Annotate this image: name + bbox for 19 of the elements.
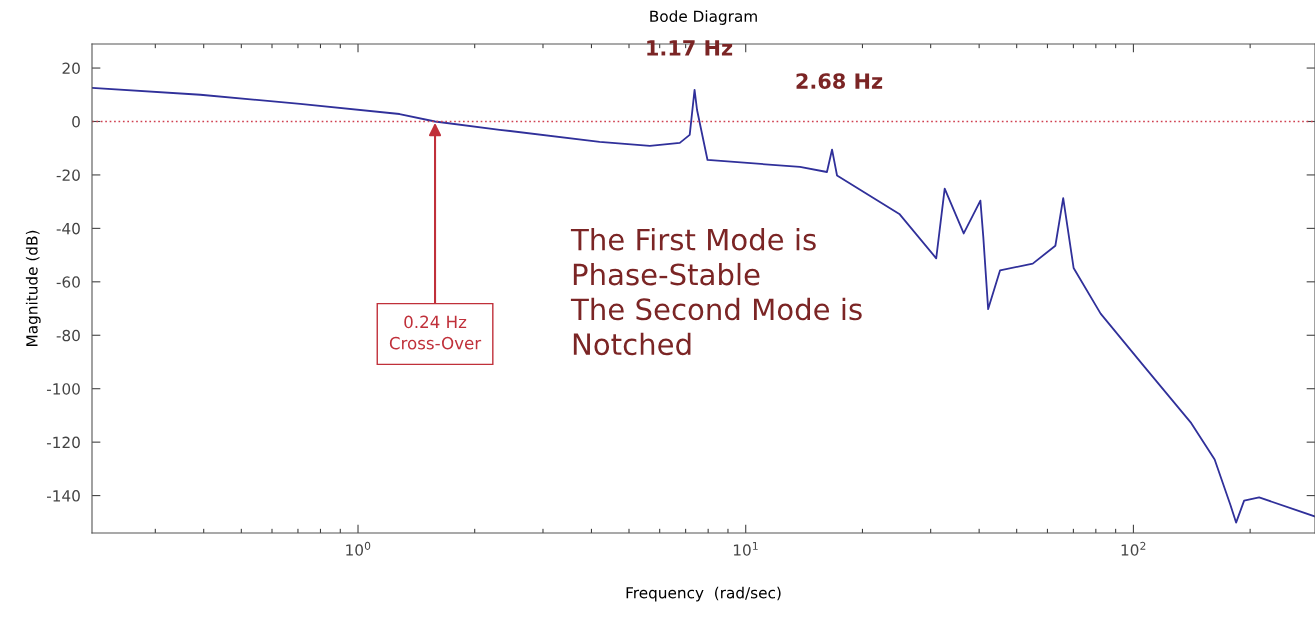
x-tick-label: 10$^{1}$ [733,541,758,556]
y-tick-label: -140 [46,490,80,502]
chart-title: Bode Diagram [650,10,757,25]
y-tick-label: -100 [46,383,80,395]
y-tick-label: 0 [72,115,80,128]
y-tick-label: -20 [56,169,80,181]
y-tick-label: 20 [62,62,80,75]
annotation: 1.17 Hz [647,40,733,56]
annotation: 0.24 Hz Cross-Over [389,315,482,350]
annotation: 2.68 Hz [796,73,883,89]
y-axis-title: Magnitude (dB) [25,230,41,346]
y-tick-label: -80 [56,329,80,342]
annotation: The First Mode is Phase-Stable The Second Mode is Notched [570,228,862,356]
y-tick-label: -60 [56,276,80,288]
x-tick-label: 10$^{2}$ [1121,541,1146,556]
y-tick-label: -120 [46,436,80,449]
x-axis-title: Frequency (rad/sec) [626,586,781,602]
y-tick-label: -40 [56,222,80,235]
x-tick-label: 10$^{0}$ [346,541,371,556]
